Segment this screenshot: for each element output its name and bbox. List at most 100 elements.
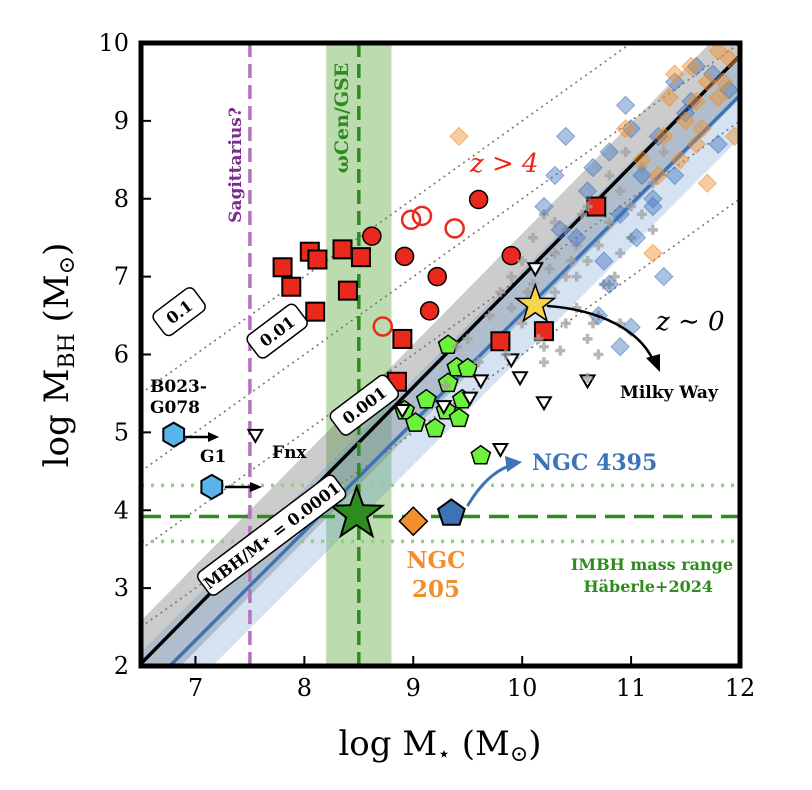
blue-diamonds-marker-1 — [577, 181, 598, 201]
milky-way-marker-0 — [514, 282, 557, 323]
g1-label: G1 — [200, 447, 226, 467]
omega-cen-band — [326, 43, 392, 666]
local-gray-marker-40 — [577, 209, 588, 220]
ngc-4395-marker-0 — [436, 498, 466, 526]
fnx-marker-0 — [246, 428, 265, 444]
local-gray-marker-42 — [500, 349, 511, 360]
y-tick-label-6: 8 — [114, 185, 129, 213]
orange-diamonds-marker-5 — [664, 64, 685, 84]
orange-diamonds-marker-0 — [654, 126, 674, 147]
blue-diamonds-marker-29 — [550, 220, 571, 240]
local-gray-marker-32 — [604, 170, 615, 181]
z-4-marker-4 — [419, 301, 440, 321]
local-gray-marker-1 — [484, 310, 495, 321]
blue-diamonds-marker-26 — [626, 227, 647, 248]
blue-diamonds-marker-6 — [632, 165, 652, 186]
local-gray-marker-3 — [506, 271, 517, 282]
g1-arrowhead — [250, 482, 262, 492]
green-pentagons-marker-11 — [448, 407, 470, 428]
ngc205-label-line2: 205 — [412, 576, 460, 603]
y-tick-label-4: 6 — [114, 341, 129, 369]
orange-diamonds-marker-12 — [697, 173, 718, 193]
z-4-marker-5 — [332, 239, 353, 260]
local-gray-marker-50 — [451, 341, 462, 352]
x-tick-label-4: 11 — [616, 674, 647, 702]
milky-way-arrow — [546, 304, 656, 364]
local-gray-marker-0 — [462, 333, 473, 344]
ngc-205-marker — [398, 506, 429, 537]
orange-diamonds-marker-18 — [449, 126, 469, 147]
orange-diamonds-marker-4 — [686, 91, 707, 112]
b023-label-line2: G078 — [150, 398, 200, 418]
z-4-marker-7 — [337, 280, 358, 301]
local-gray-marker-38 — [582, 372, 593, 383]
local-gray-marker-37 — [538, 357, 549, 368]
local-gray-marker-46 — [587, 318, 598, 329]
orange-diamonds-marker-19 — [632, 150, 652, 170]
z-4-marker-0 — [362, 226, 382, 246]
ngc4395-label: NGC 4395 — [532, 450, 657, 476]
imbh-label-line2: Häberle+2024 — [584, 577, 713, 596]
fnx-marker-10 — [435, 400, 453, 416]
local-gray-marker-23 — [615, 248, 626, 259]
local-gray-marker-44 — [555, 345, 566, 356]
local-gray-marker-54 — [533, 333, 544, 344]
local-gray-marker-39 — [566, 256, 577, 267]
z-local-label: z ∼ 0 — [655, 307, 725, 337]
local-gray-marker-2 — [495, 287, 506, 298]
ratio-label-box-3 — [197, 474, 347, 596]
local-gray-marker-43 — [522, 287, 533, 298]
local-gray-marker-19 — [549, 287, 560, 298]
local-gray-marker-33 — [560, 271, 571, 282]
sagittarius-label: Sagittarius? — [226, 107, 246, 223]
z-4-marker-0 — [272, 257, 293, 278]
orange-diamonds-marker-8 — [670, 150, 690, 170]
local-gray-marker-7 — [549, 248, 560, 259]
blue-diamonds-marker-3 — [621, 118, 641, 139]
milky-way-label: Milky Way — [620, 383, 719, 403]
local-gray-marker-36 — [636, 209, 647, 220]
orange-diamonds-marker-10 — [692, 118, 712, 139]
x-tick-label-5: 12 — [725, 674, 756, 702]
local-gray-marker-53 — [609, 271, 620, 282]
fnx-marker-1 — [393, 404, 412, 420]
z-4-marker-3 — [372, 316, 394, 337]
z-4-marker-8 — [392, 328, 413, 349]
local-gray-marker-28 — [517, 318, 528, 329]
fnx-marker-3 — [535, 396, 553, 412]
blue-diamonds-marker-20 — [599, 274, 620, 295]
z-4-marker-3 — [427, 266, 447, 287]
orange-diamonds-marker-9 — [713, 72, 734, 92]
blue-diamonds-marker-7 — [643, 189, 663, 209]
ratio-label-box-0 — [152, 287, 206, 337]
y-tick-label-2: 4 — [114, 496, 129, 524]
green-pentagons-marker-8 — [457, 357, 479, 378]
local-gray-marker-51 — [440, 380, 451, 391]
local-gray-marker-34 — [593, 349, 604, 360]
orange-diamonds-marker-6 — [708, 87, 728, 108]
local-gray-marker-10 — [582, 201, 593, 212]
fnx-marker-8 — [511, 371, 529, 387]
x-tick-label-0: 7 — [188, 674, 203, 702]
local-gray-marker-49 — [620, 147, 631, 158]
local-gray-marker-20 — [560, 318, 571, 329]
blue-diamonds-marker-25 — [583, 157, 603, 178]
y-tick-label-8: 10 — [98, 29, 129, 57]
orange-diamonds-marker-17 — [615, 118, 636, 139]
annotation-arrows — [184, 304, 660, 507]
green-pentagons-marker-4 — [424, 417, 446, 438]
local-gray-marker-30 — [549, 217, 560, 228]
ratio-label-box-2 — [329, 374, 399, 436]
z-4-marker-1 — [394, 246, 415, 267]
z-4-marker-2 — [444, 218, 465, 239]
ratio-line-0.001 — [141, 120, 740, 550]
z-4-marker-1 — [281, 276, 302, 297]
green-pentagons-marker-9 — [437, 334, 459, 354]
z-high-label: z > 4 — [469, 149, 539, 179]
local-gray-marker-5 — [528, 232, 539, 243]
orange-diamonds-marker-11 — [643, 243, 663, 264]
blue-diamonds-marker-5 — [566, 227, 587, 248]
ratio-line-MBH/M⋆ = 0.0001 — [141, 198, 740, 628]
local-gray-marker-14 — [626, 201, 637, 212]
blue-diamonds-marker-14 — [615, 95, 636, 116]
